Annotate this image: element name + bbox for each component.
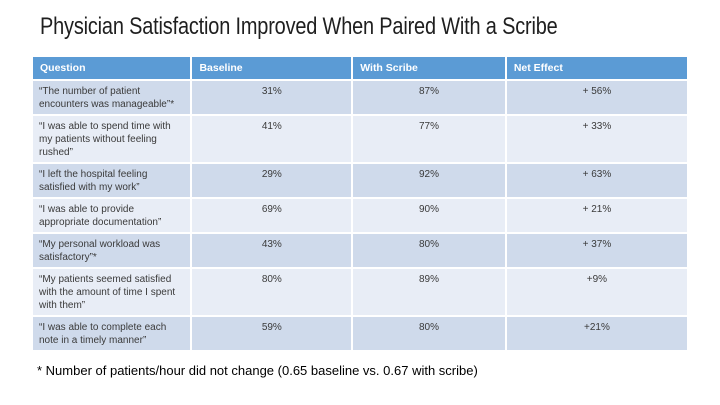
cell-question: “My personal workload was satisfactory”* (33, 234, 191, 267)
cell-question: “I left the hospital feeling satisfied w… (33, 164, 191, 197)
cell-question: “The number of patient encounters was ma… (33, 81, 191, 114)
cell-with-scribe: 77% (353, 116, 505, 162)
cell-baseline: 29% (192, 164, 352, 197)
table-row: “My patients seemed satisfied with the a… (33, 269, 687, 315)
cell-net-effect: + 21% (506, 199, 687, 232)
table-row: “The number of patient encounters was ma… (33, 81, 687, 114)
column-header-net-effect: Net Effect (506, 57, 687, 79)
slide-title: Physician Satisfaction Improved When Pai… (40, 13, 558, 40)
cell-baseline: 31% (192, 81, 352, 114)
cell-with-scribe: 89% (353, 269, 505, 315)
cell-question: “I was able to spend time with my patien… (33, 116, 191, 162)
satisfaction-table-container: Question Baseline With Scribe Net Effect… (31, 55, 689, 352)
cell-baseline: 41% (192, 116, 352, 162)
cell-net-effect: +21% (506, 317, 687, 350)
table-row: “I left the hospital feeling satisfied w… (33, 164, 687, 197)
cell-with-scribe: 80% (353, 317, 505, 350)
cell-baseline: 69% (192, 199, 352, 232)
cell-with-scribe: 80% (353, 234, 505, 267)
cell-with-scribe: 90% (353, 199, 505, 232)
cell-baseline: 80% (192, 269, 352, 315)
table-row: “I was able to provide appropriate docum… (33, 199, 687, 232)
cell-net-effect: + 56% (506, 81, 687, 114)
cell-net-effect: + 63% (506, 164, 687, 197)
table-row: “My personal workload was satisfactory”*… (33, 234, 687, 267)
cell-net-effect: + 33% (506, 116, 687, 162)
column-header-with-scribe: With Scribe (353, 57, 505, 79)
table-header-row: Question Baseline With Scribe Net Effect (33, 57, 687, 79)
cell-with-scribe: 87% (353, 81, 505, 114)
column-header-baseline: Baseline (192, 57, 352, 79)
cell-baseline: 43% (192, 234, 352, 267)
cell-question: “I was able to complete each note in a t… (33, 317, 191, 350)
column-header-question: Question (33, 57, 191, 79)
footnote: * Number of patients/hour did not change… (37, 363, 478, 378)
cell-net-effect: + 37% (506, 234, 687, 267)
cell-net-effect: +9% (506, 269, 687, 315)
table-row: “I was able to spend time with my patien… (33, 116, 687, 162)
cell-with-scribe: 92% (353, 164, 505, 197)
table-row: “I was able to complete each note in a t… (33, 317, 687, 350)
cell-question: “I was able to provide appropriate docum… (33, 199, 191, 232)
satisfaction-table: Question Baseline With Scribe Net Effect… (31, 55, 689, 352)
cell-baseline: 59% (192, 317, 352, 350)
cell-question: “My patients seemed satisfied with the a… (33, 269, 191, 315)
